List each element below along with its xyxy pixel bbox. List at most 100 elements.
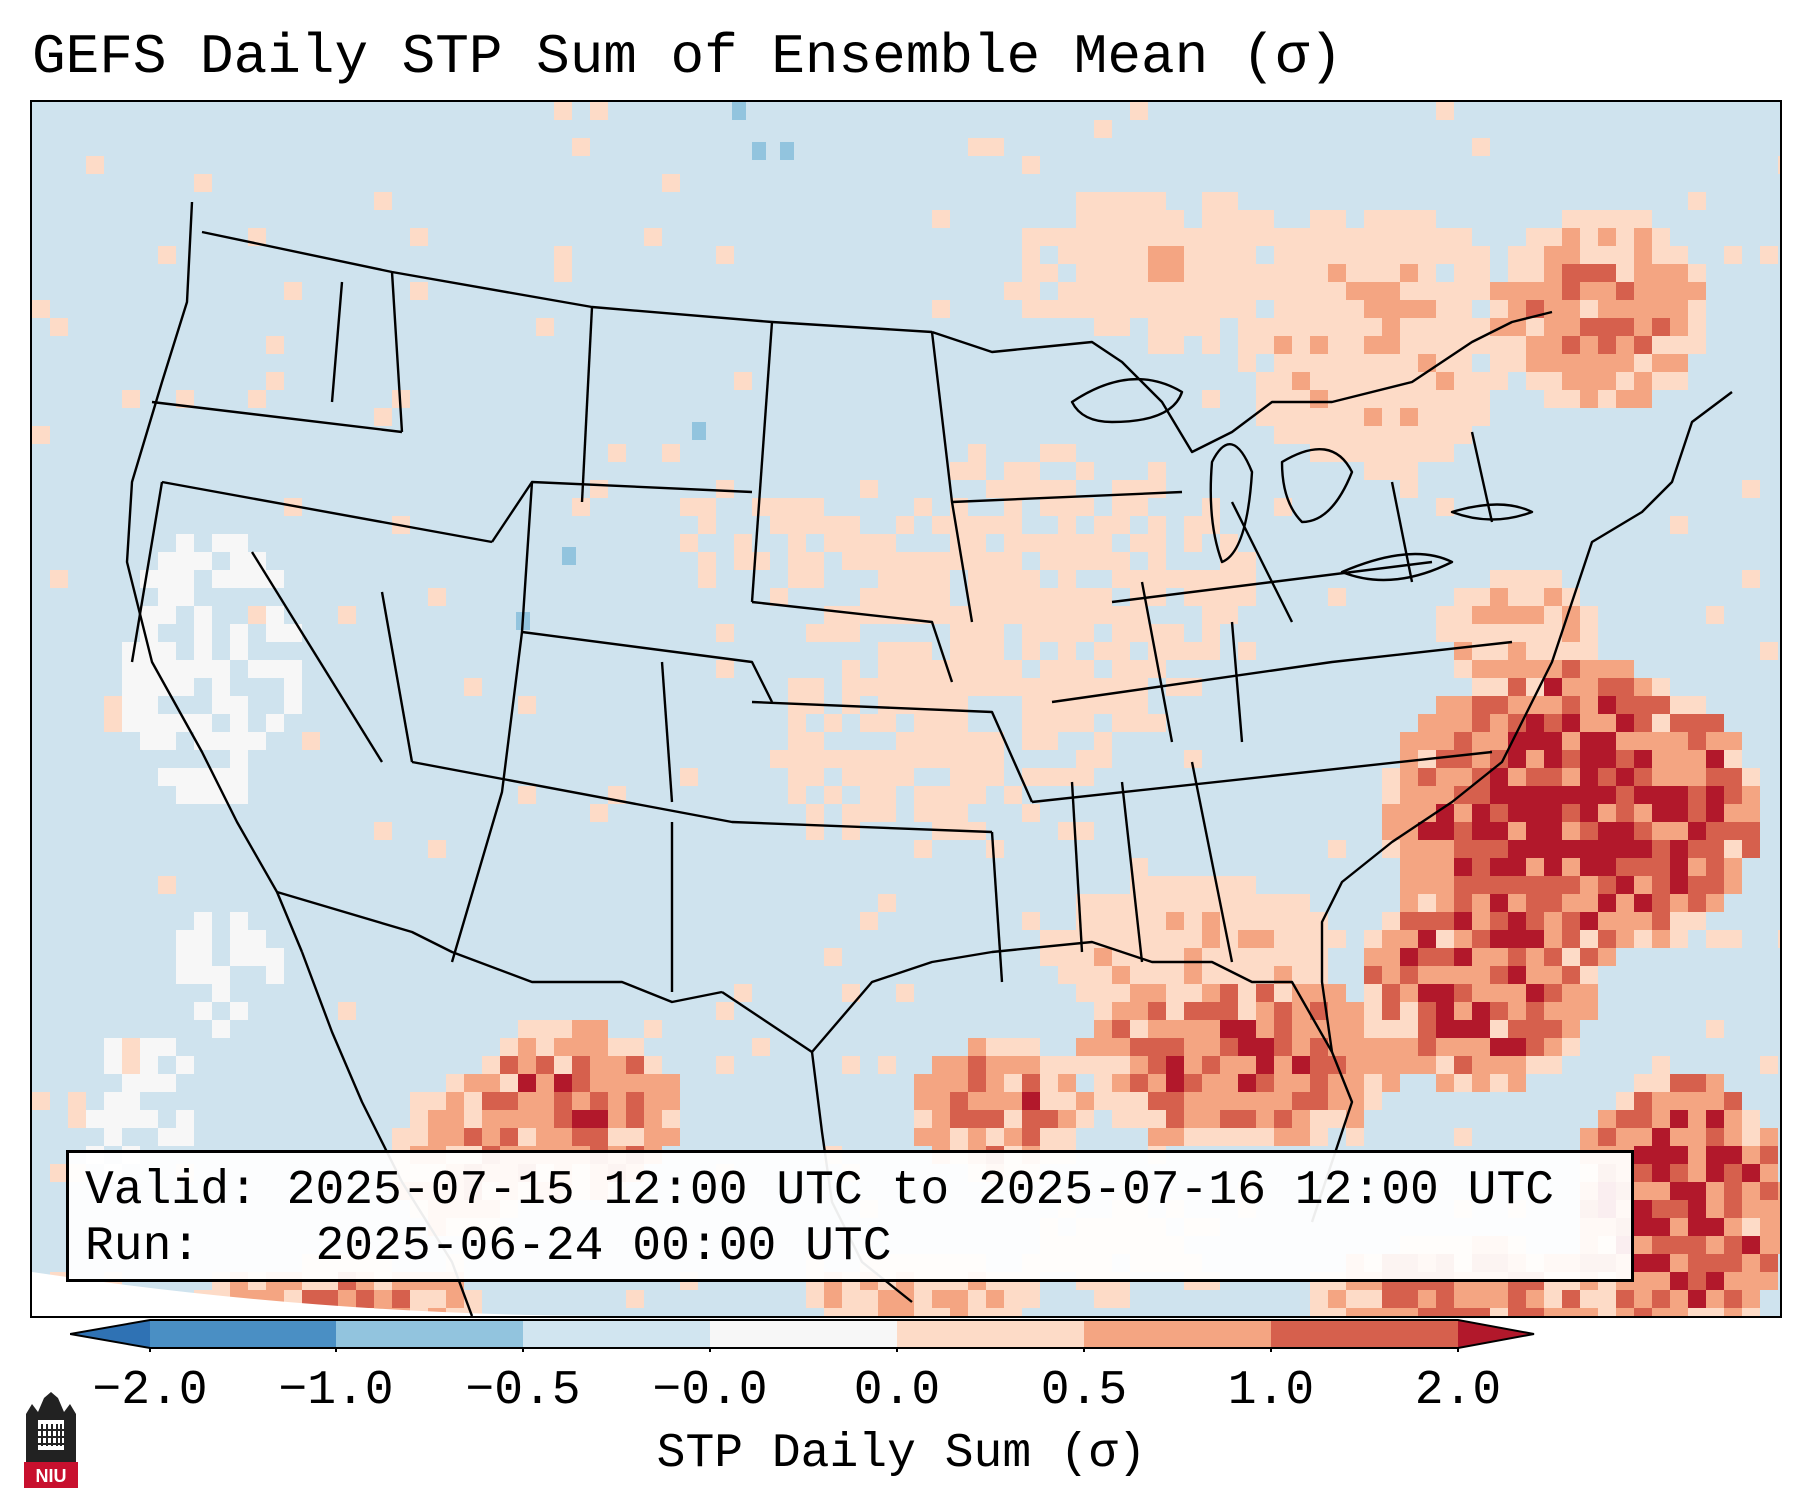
anomaly-cell <box>1670 1290 1688 1308</box>
anomaly-cell <box>158 876 176 894</box>
anomaly-cell <box>1472 696 1490 714</box>
anomaly-cell <box>1778 1200 1780 1218</box>
anomaly-cell <box>1382 1020 1400 1038</box>
anomaly-cell <box>1688 1218 1706 1236</box>
anomaly-cell <box>662 1110 680 1128</box>
anomaly-cell <box>1112 1074 1130 1092</box>
anomaly-cell <box>1436 1308 1454 1316</box>
anomaly-cell <box>860 534 878 552</box>
anomaly-cell <box>1346 1128 1364 1146</box>
anomaly-cell <box>1652 786 1670 804</box>
anomaly-cell <box>788 786 806 804</box>
anomaly-cell <box>1580 984 1598 1002</box>
anomaly-cell <box>1544 1038 1562 1056</box>
anomaly-cell <box>1112 966 1130 984</box>
anomaly-cell <box>1400 1020 1418 1038</box>
anomaly-cell <box>770 516 788 534</box>
anomaly-cell <box>1544 858 1562 876</box>
anomaly-cell <box>1652 1182 1670 1200</box>
anomaly-cell <box>1526 318 1544 336</box>
anomaly-cell <box>1454 1290 1472 1308</box>
anomaly-cell <box>1436 1020 1454 1038</box>
anomaly-cell <box>1202 1110 1220 1128</box>
anomaly-cell <box>482 1074 500 1092</box>
anomaly-cell <box>1364 444 1382 462</box>
anomaly-cell <box>1148 1038 1166 1056</box>
anomaly-cell <box>986 732 1004 750</box>
anomaly-cell <box>1058 282 1076 300</box>
anomaly-cell <box>1076 264 1094 282</box>
anomaly-cell <box>176 588 194 606</box>
anomaly-cell <box>1472 876 1490 894</box>
anomaly-cell <box>1274 1002 1292 1020</box>
anomaly-cell <box>1526 1290 1544 1308</box>
anomaly-cell <box>1274 390 1292 408</box>
anomaly-cell <box>392 1128 410 1146</box>
anomaly-cell <box>1094 534 1112 552</box>
anomaly-cell <box>1454 228 1472 246</box>
anomaly-cell <box>1580 624 1598 642</box>
anomaly-cell <box>1094 696 1112 714</box>
anomaly-cell <box>446 1308 464 1316</box>
colorbar-tick-label: −0.0 <box>652 1364 768 1418</box>
anomaly-cell <box>914 1290 932 1308</box>
anomaly-cell <box>1130 228 1148 246</box>
anomaly-cell <box>1112 246 1130 264</box>
anomaly-cell <box>1652 1128 1670 1146</box>
anomaly-cell <box>1436 1002 1454 1020</box>
anomaly-cell <box>806 768 824 786</box>
anomaly-cell <box>1652 1254 1670 1272</box>
anomaly-cell <box>1760 1164 1778 1182</box>
anomaly-cell <box>968 768 986 786</box>
anomaly-cell <box>1490 1020 1508 1038</box>
anomaly-cell <box>1382 300 1400 318</box>
anomaly-cell <box>1292 1020 1310 1038</box>
anomaly-cell <box>968 624 986 642</box>
anomaly-cell <box>212 732 230 750</box>
anomaly-cell <box>608 1128 626 1146</box>
anomaly-cell <box>1418 1290 1436 1308</box>
anomaly-cell <box>896 660 914 678</box>
anomaly-cell <box>950 1308 968 1316</box>
anomaly-cell <box>104 1056 122 1074</box>
anomaly-cell <box>1508 894 1526 912</box>
anomaly-cell <box>1166 624 1184 642</box>
anomaly-cell <box>1040 444 1058 462</box>
anomaly-cell <box>1202 1092 1220 1110</box>
anomaly-cell <box>1526 282 1544 300</box>
anomaly-cell <box>1328 1020 1346 1038</box>
anomaly-cell <box>1472 1056 1490 1074</box>
anomaly-cell <box>1598 804 1616 822</box>
anomaly-cell <box>968 444 986 462</box>
anomaly-cell <box>1112 660 1130 678</box>
anomaly-cell <box>950 1092 968 1110</box>
anomaly-cell <box>986 1056 1004 1074</box>
anomaly-cell <box>986 1110 1004 1128</box>
anomaly-cell <box>1490 336 1508 354</box>
anomaly-cell <box>1688 300 1706 318</box>
anomaly-cell <box>1688 1182 1706 1200</box>
anomaly-cell <box>950 1074 968 1092</box>
anomaly-cell <box>1130 534 1148 552</box>
anomaly-cell <box>1544 1002 1562 1020</box>
anomaly-cell <box>1364 1056 1382 1074</box>
state-boundary-line <box>660 661 674 803</box>
anomaly-cell <box>1310 1038 1328 1056</box>
anomaly-cell <box>1094 894 1112 912</box>
anomaly-cell <box>1220 894 1238 912</box>
anomaly-cell <box>266 948 284 966</box>
anomaly-cell <box>1130 1056 1148 1074</box>
anomaly-cell <box>500 1056 518 1074</box>
anomaly-cell <box>1238 588 1256 606</box>
anomaly-cell <box>1580 1128 1598 1146</box>
anomaly-cell <box>1670 1074 1688 1092</box>
anomaly-cell <box>1418 228 1436 246</box>
anomaly-cell <box>1220 1038 1238 1056</box>
anomaly-cell <box>1670 354 1688 372</box>
anomaly-cell <box>1436 912 1454 930</box>
anomaly-cell <box>1526 300 1544 318</box>
anomaly-cell <box>1076 282 1094 300</box>
anomaly-cell <box>1598 930 1616 948</box>
anomaly-cell <box>1580 678 1598 696</box>
anomaly-cell <box>1562 318 1580 336</box>
